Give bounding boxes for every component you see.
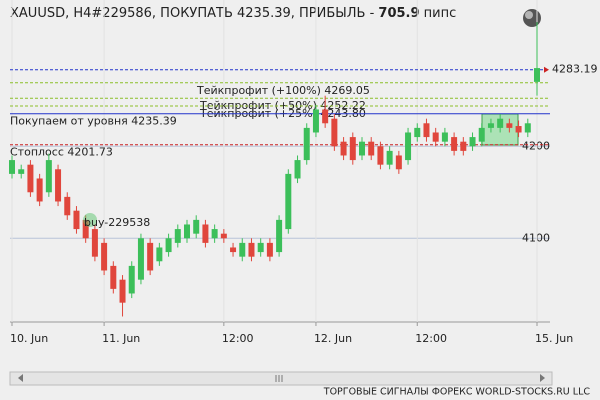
candle-body bbox=[193, 219, 200, 234]
x-tick-label: 12. Jun bbox=[314, 332, 352, 345]
candle-body bbox=[101, 242, 108, 271]
candle-body bbox=[257, 242, 264, 253]
candle-body bbox=[202, 224, 209, 243]
candle-body bbox=[506, 123, 513, 128]
candle-body bbox=[211, 229, 218, 239]
profit: 705.9 bbox=[378, 6, 419, 21]
candle-body bbox=[156, 247, 163, 262]
candle-body bbox=[405, 132, 412, 161]
candle-body bbox=[451, 137, 458, 151]
candle-body bbox=[184, 224, 190, 239]
x-tick-label: 10. Jun bbox=[10, 332, 48, 345]
level-label: Покупаем от уровня 4235.39 bbox=[10, 115, 177, 128]
candle-body bbox=[423, 123, 430, 138]
title-text: XAUUSD, H4#229586, ПОКУПАТЬ 4235.39, ПРИ… bbox=[10, 6, 378, 21]
candle-body bbox=[515, 126, 522, 133]
candle-body bbox=[331, 118, 338, 147]
candle-body bbox=[18, 169, 25, 174]
x-tick-label: 15. Jun bbox=[535, 332, 573, 345]
candle-body bbox=[441, 132, 448, 142]
candle-body bbox=[110, 265, 117, 289]
candle-body bbox=[469, 137, 476, 147]
level-label: Стоплосс 4201.73 bbox=[10, 146, 113, 159]
y-tick-label: 4200 bbox=[522, 139, 550, 152]
candle-body bbox=[27, 164, 34, 193]
candle-body bbox=[137, 238, 144, 280]
candle-body bbox=[147, 242, 154, 271]
candle-body bbox=[276, 219, 283, 253]
candle-body bbox=[497, 118, 504, 128]
candle-body bbox=[9, 160, 15, 174]
candle-body bbox=[349, 137, 356, 161]
candle-body bbox=[432, 132, 439, 142]
current-price-label: 4283.19 bbox=[552, 63, 598, 76]
buy-marker bbox=[83, 213, 97, 227]
candle-body bbox=[534, 68, 540, 82]
candle-body bbox=[359, 141, 365, 156]
candle-body bbox=[312, 109, 319, 133]
candle-body bbox=[36, 178, 43, 202]
globe-icon bbox=[523, 9, 541, 27]
candle-body bbox=[414, 127, 421, 138]
candle-body bbox=[285, 173, 292, 230]
candle-body bbox=[395, 155, 402, 170]
candle-body bbox=[128, 265, 135, 294]
profit-unit: пипс bbox=[420, 6, 457, 21]
buy-label: buy-229538 bbox=[84, 216, 150, 229]
candle-body bbox=[248, 242, 255, 257]
current-price-marker bbox=[544, 66, 549, 73]
candle-body bbox=[239, 242, 246, 257]
chart-title: XAUUSD, H4#229586, ПОКУПАТЬ 4235.39, ПРИ… bbox=[10, 6, 456, 21]
candle-body bbox=[478, 127, 485, 142]
candle-body bbox=[55, 169, 62, 202]
level-label: Тейкпрофит (+100%) 4269.05 bbox=[196, 84, 370, 97]
candle-body bbox=[165, 238, 172, 253]
candle-body bbox=[303, 127, 310, 161]
candle-body bbox=[220, 233, 227, 239]
candle-body bbox=[487, 123, 494, 128]
candle-body bbox=[294, 160, 301, 179]
candle-body bbox=[119, 279, 126, 303]
x-tick-label: 12:00 bbox=[415, 332, 447, 345]
candle-body bbox=[91, 229, 98, 257]
x-tick-label: 12:00 bbox=[222, 332, 254, 345]
candle-body bbox=[524, 123, 531, 133]
candle-body bbox=[386, 150, 393, 165]
candle-body bbox=[64, 196, 71, 216]
candle-body bbox=[73, 210, 80, 230]
candle-body bbox=[377, 146, 384, 165]
candle-body bbox=[368, 141, 375, 156]
scrollbar[interactable] bbox=[9, 371, 553, 386]
candle-body bbox=[266, 242, 273, 257]
candle-body bbox=[460, 141, 467, 151]
candle-body bbox=[82, 219, 89, 239]
candle-body bbox=[340, 141, 347, 156]
candle-body bbox=[174, 229, 181, 243]
x-tick-label: 11. Jun bbox=[102, 332, 140, 345]
y-tick-label: 4100 bbox=[522, 231, 550, 244]
candle-body bbox=[230, 247, 237, 253]
footer: ТОРГОВЫЕ СИГНАЛЫ ФОРЕКС WORLD-STOCKS.RU … bbox=[323, 387, 591, 398]
candle-body bbox=[322, 109, 329, 124]
candle-body bbox=[45, 160, 52, 193]
